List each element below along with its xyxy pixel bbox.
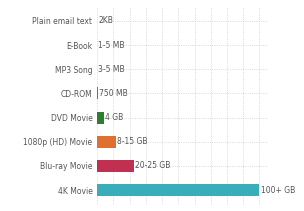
Text: 8-15 GB: 8-15 GB xyxy=(117,137,148,146)
Text: 3-5 MB: 3-5 MB xyxy=(98,65,125,74)
Text: 1-5 MB: 1-5 MB xyxy=(98,41,125,50)
Bar xyxy=(97,87,98,99)
Text: 100+ GB: 100+ GB xyxy=(261,186,295,195)
Bar xyxy=(97,160,134,172)
Bar xyxy=(97,136,116,148)
Bar xyxy=(97,112,104,124)
Text: 750 MB: 750 MB xyxy=(99,89,128,98)
Text: 20-25 GB: 20-25 GB xyxy=(135,161,171,170)
Text: 4 GB: 4 GB xyxy=(105,113,123,122)
Text: 2KB: 2KB xyxy=(98,16,113,25)
Bar xyxy=(97,184,259,196)
